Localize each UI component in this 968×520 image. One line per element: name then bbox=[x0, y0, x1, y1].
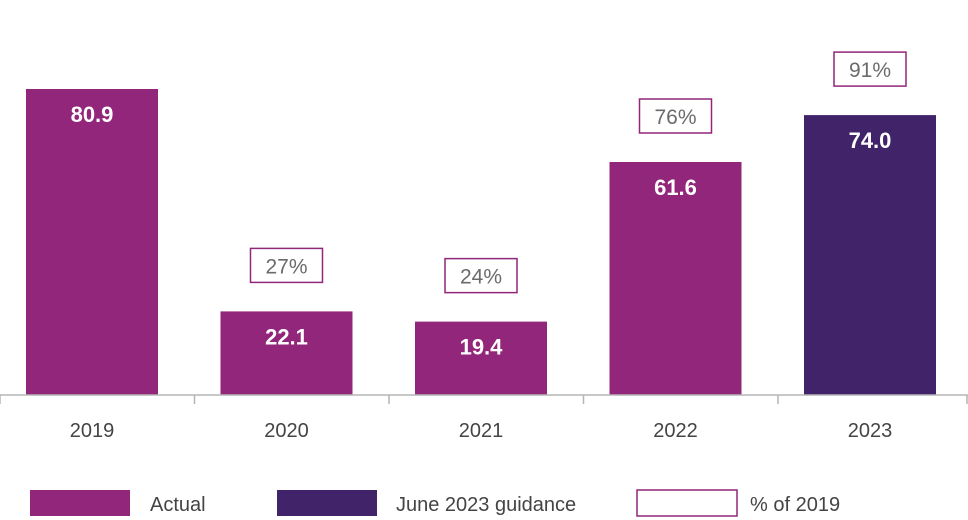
legend: Actual June 2023 guidance % of 2019 bbox=[30, 489, 840, 517]
bar-value-label-2023: 74.0 bbox=[849, 128, 892, 153]
bar-2021 bbox=[415, 321, 547, 395]
pct-of-2019-box-2021 bbox=[444, 257, 518, 294]
x-tick-label-2023: 2023 bbox=[848, 420, 893, 442]
bar-value-label-2021: 19.4 bbox=[460, 335, 504, 360]
bar-value-label-2019: 80.9 bbox=[71, 102, 114, 127]
pct-of-2019-box-2020 bbox=[249, 247, 324, 284]
legend-swatch-pct bbox=[636, 489, 738, 517]
x-tick-label-2020: 2020 bbox=[264, 420, 309, 442]
bar-2022 bbox=[609, 162, 742, 395]
legend-swatch-guidance bbox=[277, 490, 377, 516]
bars-layer: 80.9 22.1 19.4 61.6 74.0 bbox=[26, 89, 936, 396]
pct-of-2019-label-2022: 76% bbox=[654, 106, 696, 129]
bar-2019 bbox=[26, 89, 158, 395]
x-axis: 2019 2020 2021 2022 2023 bbox=[0, 394, 968, 442]
pct-of-2019-label-2020: 27% bbox=[265, 255, 307, 278]
x-tick-label-2022: 2022 bbox=[653, 420, 698, 442]
x-tick-label-2019: 2019 bbox=[70, 420, 115, 442]
bar-2023 bbox=[804, 115, 936, 396]
bar-2020 bbox=[220, 311, 353, 395]
legend-label-pct: % of 2019 bbox=[750, 494, 840, 516]
pct-of-2019-box-2022 bbox=[638, 98, 713, 134]
legend-label-guidance: June 2023 guidance bbox=[396, 494, 576, 516]
pct-of-2019-label-2021: 24% bbox=[460, 266, 502, 289]
pct-boxes-layer: 27% 24% 76% 91% bbox=[249, 51, 907, 294]
pct-of-2019-label-2023: 91% bbox=[849, 59, 891, 82]
pct-of-2019-box-2023 bbox=[833, 51, 907, 87]
legend-label-actual: Actual bbox=[150, 494, 206, 516]
x-tick-label-2021: 2021 bbox=[459, 420, 504, 442]
legend-swatch-actual bbox=[30, 490, 130, 516]
bar-value-label-2020: 22.1 bbox=[265, 324, 308, 349]
bar-value-label-2022: 61.6 bbox=[654, 175, 697, 200]
